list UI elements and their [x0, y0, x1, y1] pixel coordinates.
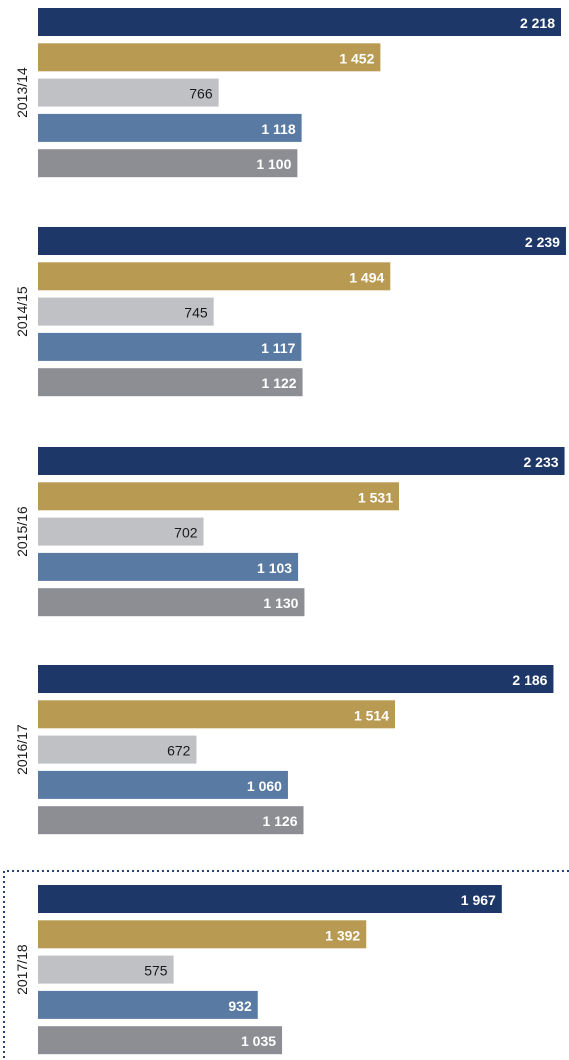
bar-2016-17-4 [38, 770, 288, 799]
bar-2013-14-1 [38, 8, 562, 36]
bar-2013-14-3 [38, 78, 219, 107]
bar-2016-17-2 [38, 700, 396, 729]
bar-value-label-2013-14-2: 1 452 [339, 50, 374, 66]
bar-value-label-2014-15-5: 1 122 [262, 375, 297, 391]
bar-value-label-2014-15-2: 1 494 [349, 269, 384, 285]
bar-value-label-2014-15-3: 745 [184, 305, 208, 321]
bar-value-label-2014-15-1: 2 239 [525, 234, 560, 250]
bar-value-label-2014-15-4: 1 117 [261, 340, 295, 356]
bar-2015-16-1 [38, 447, 565, 475]
bar-value-label-2015-16-2: 1 531 [358, 489, 393, 505]
bar-2014-15-5 [38, 368, 303, 397]
bar-value-label-2016-17-1: 2 186 [512, 672, 547, 688]
bar-2016-17-5 [38, 806, 304, 835]
bar-2017-18-1 [38, 885, 502, 913]
bar-value-label-2017-18-1: 1 967 [461, 892, 496, 908]
bar-2017-18-3 [38, 955, 174, 984]
bar-2013-14-4 [38, 113, 302, 142]
group-label-2013-14: 2013/14 [14, 67, 30, 118]
bar-value-label-2016-17-3: 672 [167, 743, 191, 759]
bar-value-label-2017-18-5: 1 035 [241, 1033, 276, 1049]
bar-value-label-2016-17-5: 1 126 [262, 813, 297, 829]
bar-value-label-2017-18-3: 575 [144, 963, 168, 979]
bar-2016-17-3 [38, 735, 197, 764]
bar-2016-17-1 [38, 665, 554, 693]
bar-value-label-2015-16-5: 1 130 [263, 595, 298, 611]
bar-value-label-2016-17-4: 1 060 [247, 778, 282, 794]
group-label-2014-15: 2014/15 [14, 286, 30, 337]
bar-value-label-2015-16-4: 1 103 [257, 560, 292, 576]
bar-2015-16-5 [38, 588, 305, 617]
bar-2014-15-3 [38, 297, 214, 326]
bar-value-label-2013-14-1: 2 218 [520, 15, 555, 31]
bar-2017-18-5 [38, 1026, 283, 1055]
bar-2014-15-1 [38, 227, 566, 255]
bar-value-label-2013-14-4: 1 118 [261, 121, 295, 137]
group-label-2016-17: 2016/17 [14, 724, 30, 775]
bar-2015-16-4 [38, 552, 299, 581]
bar-value-label-2016-17-2: 1 514 [354, 707, 389, 723]
bar-value-label-2013-14-5: 1 100 [256, 156, 291, 172]
bar-2017-18-4 [38, 990, 258, 1019]
bar-2013-14-5 [38, 149, 298, 178]
bar-2013-14-2 [38, 43, 381, 72]
bar-value-label-2017-18-2: 1 392 [325, 927, 360, 943]
bar-value-label-2017-18-4: 932 [228, 998, 252, 1014]
bar-value-label-2013-14-3: 766 [189, 86, 213, 102]
bar-2015-16-3 [38, 517, 204, 546]
bar-value-label-2015-16-3: 702 [174, 525, 198, 541]
highlight-frame-2017-18 [3, 870, 569, 1060]
bar-2014-15-4 [38, 332, 302, 361]
bar-2014-15-2 [38, 262, 391, 291]
group-label-2015-16: 2015/16 [14, 506, 30, 557]
bar-2017-18-2 [38, 920, 367, 949]
bar-2015-16-2 [38, 482, 400, 511]
group-label-2017-18: 2017/18 [14, 944, 30, 995]
bar-value-label-2015-16-1: 2 233 [523, 454, 558, 470]
